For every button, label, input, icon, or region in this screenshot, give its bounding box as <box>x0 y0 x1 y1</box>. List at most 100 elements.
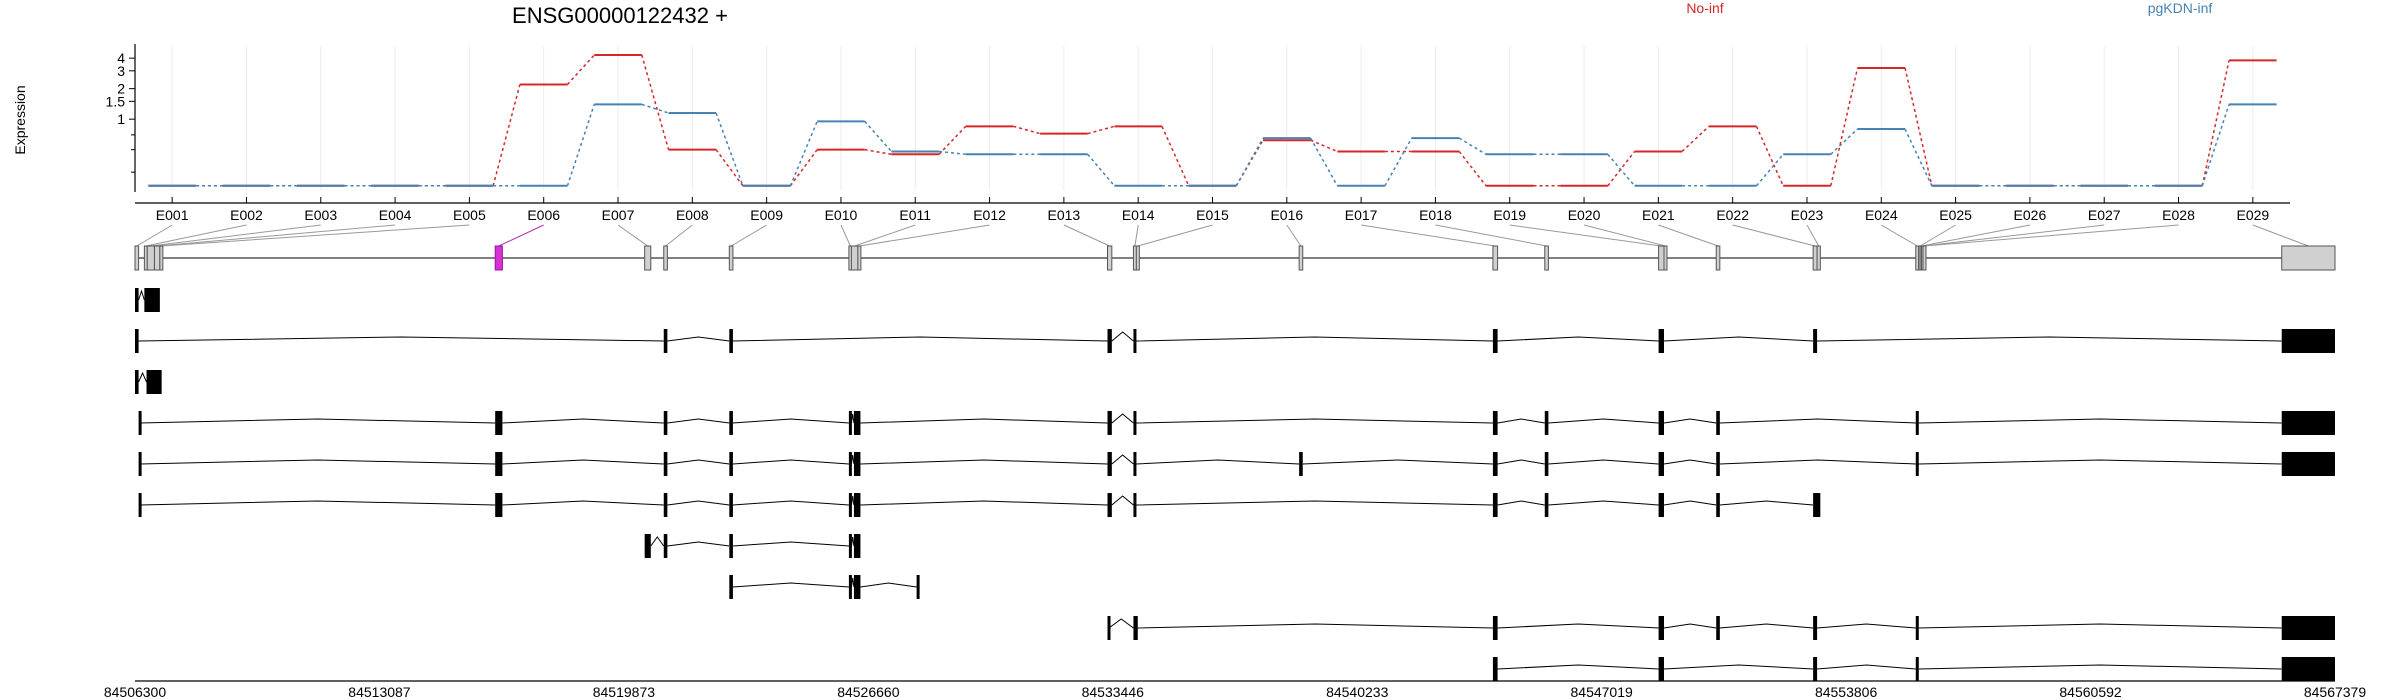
intron-6-11 <box>1663 500 1717 506</box>
gene-exon-E019 <box>1658 245 1665 271</box>
legend-entry-pgkdn-inf: pgKDN-inf <box>2148 0 2213 16</box>
x-tick-label-E013: E013 <box>1048 207 1081 223</box>
y-axis: 1 1.52 34 <box>106 44 136 192</box>
genome-tick-label-84533446: 84533446 <box>1082 684 1145 700</box>
gene-exon-E009 <box>728 245 734 271</box>
legend-entry-no-inf: No-inf <box>1686 0 1723 16</box>
intron-5-10 <box>1497 459 1545 465</box>
intron-5-8 <box>1136 459 1300 465</box>
exon-block-9-5 <box>1716 616 1720 640</box>
link-no-inf-E007 <box>641 54 670 150</box>
transcript-4 <box>138 411 2335 435</box>
intron-6-10 <box>1548 500 1659 506</box>
x-tick-label-E019: E019 <box>1493 207 1526 223</box>
exon-block-5-1 <box>138 452 142 476</box>
connector-E015 <box>1137 224 1213 247</box>
exon-block-6-3 <box>663 493 668 517</box>
genome-tick-label-84560592: 84560592 <box>2059 684 2122 700</box>
link-no-inf-E009 <box>789 149 818 187</box>
link-pgkdn-inf-E011 <box>938 150 966 156</box>
x-tick-label-E003: E003 <box>304 207 337 223</box>
x-tick-label-E005: E005 <box>453 207 486 223</box>
link-pgkdn-inf-E020 <box>1607 153 1636 187</box>
exon-block-4-3 <box>663 411 668 435</box>
x-tick-label-E002: E002 <box>230 207 263 223</box>
exon-block-5-8 <box>1133 452 1137 476</box>
link-pgkdn-inf-E009 <box>789 121 818 187</box>
exon-block-10-3 <box>1813 657 1818 681</box>
x-tick-label-E020: E020 <box>1568 207 1601 223</box>
genome-tick-label-84513087: 84513087 <box>348 684 411 700</box>
intron-1-1 <box>138 289 145 301</box>
gene-exon-E005 <box>159 245 164 271</box>
exon-block-9-1 <box>1107 616 1111 640</box>
exon-block-4-6 <box>853 411 861 435</box>
exon-block-2-5 <box>1133 329 1137 353</box>
x-tick-label-E010: E010 <box>825 207 858 223</box>
exon-block-9-6 <box>1813 616 1818 640</box>
intron-4-10 <box>1548 418 1659 424</box>
intron-2-5 <box>1136 336 1493 342</box>
exon-block-4-7 <box>1107 411 1112 435</box>
gene-exon-E007 <box>644 245 652 271</box>
transcript-6 <box>138 493 1821 517</box>
link-no-inf-E014 <box>1161 126 1190 187</box>
link-no-inf-E021 <box>1681 125 1710 153</box>
connector-E010 <box>840 224 851 247</box>
intron-8-3 <box>860 582 917 588</box>
link-no-inf-E010 <box>864 148 892 156</box>
exon-block-7-1 <box>644 534 651 558</box>
exon-block-6-9 <box>1492 493 1498 517</box>
connector-E025 <box>1919 224 1956 247</box>
transcript-tracks <box>135 288 2335 681</box>
x-tick-label-E001: E001 <box>156 207 189 223</box>
exon-block-2-4 <box>1107 329 1112 353</box>
gene-exon-E029 <box>2281 245 2336 271</box>
connector-E028 <box>1924 224 2179 247</box>
link-pgkdn-inf-E008 <box>715 112 744 187</box>
exon-block-5-11 <box>1544 452 1549 476</box>
connector-E023 <box>1806 224 1820 247</box>
y-tick-label-1: 1 <box>117 111 125 127</box>
x-tick-label-E027: E027 <box>2088 207 2121 223</box>
exon-block-5-3 <box>663 452 668 476</box>
gene-exon-E022 <box>1812 245 1818 271</box>
link-no-inf-E016 <box>1310 139 1338 153</box>
series-lines <box>148 53 2277 187</box>
link-no-inf-E018 <box>1458 151 1487 187</box>
gene-exon-E015 <box>1135 245 1140 271</box>
connector-E004 <box>157 224 396 247</box>
gene-exon-E028 <box>1922 245 1927 271</box>
x-tick-label-E012: E012 <box>973 207 1006 223</box>
link-no-inf-E005 <box>492 84 521 186</box>
x-tick-label-E024: E024 <box>1865 207 1898 223</box>
link-pgkdn-inf-E013 <box>1087 153 1115 187</box>
exon-block-6-5 <box>848 493 852 517</box>
exon-block-2-9 <box>2281 329 2335 353</box>
gene-exon-E021 <box>1715 245 1721 271</box>
intron-6-1 <box>140 500 496 506</box>
exon-block-5-4 <box>729 452 733 476</box>
intron-9-5 <box>1719 623 1814 629</box>
x-tick-label-E023: E023 <box>1791 207 1824 223</box>
exon-block-6-4 <box>729 493 733 517</box>
genome-tick-label-84553806: 84553806 <box>1815 684 1878 700</box>
x-axis: E001 E002 E003 E004 E005 E006 E007 E008 E009 E010… <box>135 197 2290 223</box>
x-tick-label-E021: E021 <box>1642 207 1675 223</box>
exon-block-10-1 <box>1492 657 1498 681</box>
exon-block-7-3 <box>729 534 733 558</box>
exon-block-3-1 <box>135 370 139 394</box>
transcript-9 <box>1107 616 2335 640</box>
exon-block-10-5 <box>2281 657 2335 681</box>
transcript-2 <box>135 329 2335 353</box>
genome-axis: 84506300 84513087 84519873 84526660 84533446… <box>104 680 2366 700</box>
gene-exon-E001 <box>134 245 140 271</box>
intron-5-11 <box>1548 459 1659 465</box>
gene-exon-E017 <box>1492 245 1499 271</box>
exon-block-1-1 <box>135 288 139 312</box>
gene-exon-E023 <box>1816 245 1821 271</box>
intron-9-1 <box>1108 618 1134 629</box>
exon-block-9-2 <box>1133 616 1138 640</box>
connector-E018 <box>1435 224 1547 247</box>
intron-5-6 <box>860 459 1108 465</box>
